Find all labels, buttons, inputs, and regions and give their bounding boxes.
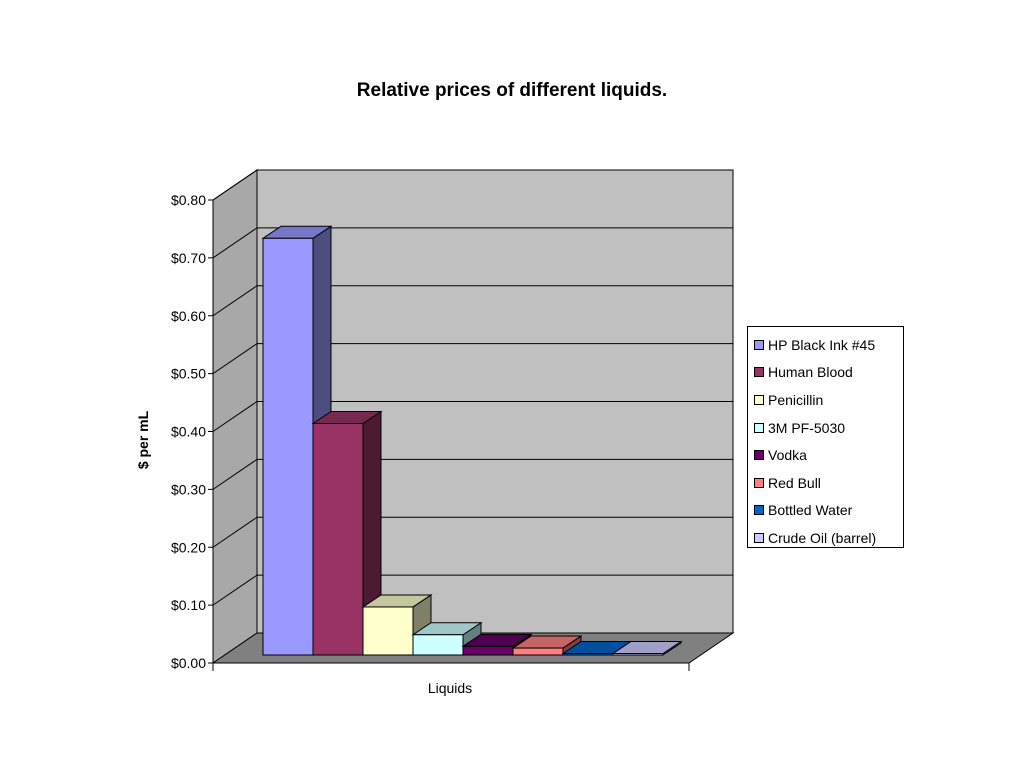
legend-item: Red Bull <box>754 469 903 497</box>
legend-label: Human Blood <box>768 364 853 381</box>
y-tick-label: $0.10 <box>171 597 206 613</box>
side-gridline <box>212 401 258 432</box>
side-gridline <box>212 169 258 201</box>
y-tick-label: $0.70 <box>171 250 206 266</box>
legend: HP Black Ink #45 Human Blood Penicillin 3M … <box>747 326 904 548</box>
bar-4 <box>412 634 464 656</box>
legend-item: Crude Oil (barrel) <box>754 524 903 552</box>
legend-item: Bottled Water <box>754 497 903 525</box>
legend-swatch <box>754 394 764 405</box>
side-gridline <box>212 227 258 259</box>
legend-swatch <box>754 505 764 516</box>
side-gridline <box>212 574 258 606</box>
side-gridline <box>212 458 258 490</box>
legend-item: Human Blood <box>754 359 903 387</box>
legend-label: Bottled Water <box>768 502 853 519</box>
legend-label: Crude Oil (barrel) <box>768 529 877 546</box>
legend-label: Vodka <box>768 447 807 464</box>
legend-swatch <box>754 422 764 433</box>
legend-label: Penicillin <box>768 391 824 408</box>
bar-5 <box>462 645 514 656</box>
side-gridline <box>212 516 258 548</box>
bar-8 <box>612 653 664 656</box>
legend-swatch <box>754 477 764 488</box>
bar-1 <box>262 237 314 656</box>
legend-item: HP Black Ink #45 <box>754 331 903 359</box>
chart-title: Relative prices of different liquids. <box>356 80 668 101</box>
legend-swatch <box>754 532 764 543</box>
bar-6 <box>512 647 564 656</box>
y-tick-label: $0.60 <box>171 308 206 324</box>
legend-swatch <box>754 367 764 378</box>
bar-7 <box>562 653 614 656</box>
bar-2 <box>312 423 364 656</box>
legend-item: Vodka <box>754 441 903 469</box>
y-tick-label: $0.20 <box>171 539 206 555</box>
y-tick-label: $0.80 <box>171 192 206 208</box>
side-gridline <box>212 285 258 317</box>
x-axis-title: Liquids <box>427 680 473 696</box>
side-gridline <box>212 343 258 375</box>
legend-label: Red Bull <box>768 474 821 491</box>
y-tick-label: $0.50 <box>171 366 206 382</box>
legend-label: 3M PF-5030 <box>768 419 846 436</box>
y-tick-label: $0.40 <box>171 424 206 440</box>
legend-item: 3M PF-5030 <box>754 414 903 442</box>
legend-item: Penicillin <box>754 386 903 414</box>
bar-3 <box>362 606 414 656</box>
legend-label: HP Black Ink #45 <box>768 336 876 353</box>
legend-swatch <box>754 450 764 461</box>
legend-swatch <box>754 339 764 350</box>
y-tick-label: $0.00 <box>171 655 206 671</box>
y-tick-label: $0.30 <box>171 481 206 497</box>
